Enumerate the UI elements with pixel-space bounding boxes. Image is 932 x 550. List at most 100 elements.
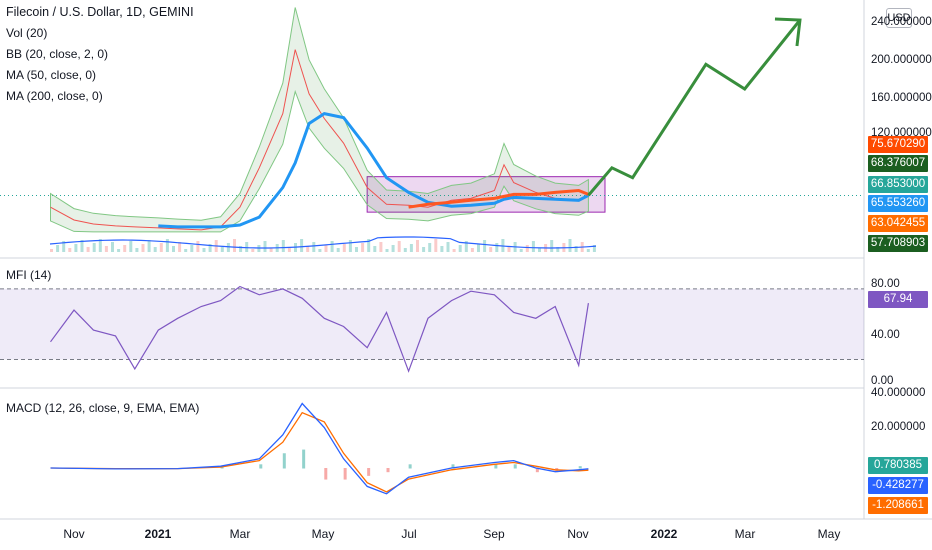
volume-bar (324, 245, 328, 252)
macd-histogram-bar (343, 468, 347, 480)
volume-bar (233, 239, 236, 252)
volume-bar (586, 249, 590, 252)
mfi-title[interactable]: MFI (14) (6, 268, 52, 282)
volume-bar (178, 242, 182, 252)
macd-histogram-bar (324, 468, 328, 480)
volume-bar (336, 248, 340, 252)
macd-line-tag: -0.428277 (868, 477, 928, 494)
volume-bar (92, 243, 96, 252)
volume-bar (123, 245, 127, 252)
price-tag-5: 63.042455 (868, 215, 928, 232)
volume-bar (568, 239, 572, 252)
main-legend: Filecoin / U.S. Dollar, 1D, GEMINI Vol (… (6, 2, 194, 107)
x-tick-nov-2021: Nov (567, 527, 589, 541)
volume-bar (263, 241, 267, 252)
symbol-title: Filecoin / U.S. Dollar, 1D, GEMINI (6, 5, 194, 19)
indicator-ma50[interactable]: MA (50, close, 0) (6, 68, 97, 82)
x-tick-mar-2022: Mar (734, 527, 756, 541)
volume-bar (556, 247, 560, 252)
price-series (50, 49, 589, 231)
projection-arrow (587, 19, 802, 197)
price-tag-1: 75.670290 (868, 136, 928, 153)
y-tick-160: 160.000000 (871, 92, 932, 104)
volume-bar (550, 240, 554, 252)
volume-bar (56, 245, 60, 252)
volume-bar (184, 249, 188, 252)
volume-bar (117, 249, 121, 252)
volume-bar (141, 244, 145, 252)
volume-bar (153, 247, 157, 252)
y-tick-200: 200.000000 (871, 54, 932, 66)
volume-bar (68, 248, 72, 252)
x-tick-2021: 2021 (144, 527, 172, 541)
x-tick-jul-2021: Jul (401, 527, 417, 541)
volume-bar (287, 247, 291, 252)
volume-bar (269, 248, 273, 252)
volume-bar (403, 248, 407, 252)
macd-signal-tag: -1.208661 (868, 497, 928, 514)
volume-bar (318, 249, 322, 252)
volume-bar (62, 241, 66, 252)
volume-bar (239, 246, 243, 252)
volume-bar (367, 239, 371, 252)
macd-title[interactable]: MACD (12, 26, close, 9, EMA, EMA) (6, 401, 200, 415)
volume-bar (281, 240, 285, 252)
x-tick-mar-2021: Mar (229, 527, 251, 541)
price-tag-2: 68.376007 (868, 155, 928, 172)
volume-bar (86, 247, 90, 252)
volume-bar (397, 241, 401, 252)
currency-button[interactable]: USD (886, 8, 912, 28)
macd-signal-line (50, 411, 589, 493)
volume-bar (135, 248, 139, 252)
volume-bar (452, 249, 456, 252)
indicator-bb[interactable]: BB (20, close, 2, 0) (6, 47, 109, 61)
volume-bar (422, 247, 426, 252)
volume-bar (104, 246, 108, 252)
x-tick-may-2021: May (311, 527, 335, 541)
volume-bar (129, 241, 133, 252)
volume-bar (416, 240, 419, 252)
x-tick-2022: 2022 (650, 527, 678, 541)
accumulation-zone (366, 176, 606, 213)
volume-bar (470, 248, 474, 252)
mfi-tick-0: 0.00 (871, 375, 894, 387)
macd-histogram-bar (578, 466, 582, 469)
volume-bar (464, 241, 468, 252)
macd-histogram-bar (367, 468, 371, 476)
mfi-line (50, 285, 589, 373)
volume-bar (159, 243, 163, 252)
volume-bar (440, 246, 444, 252)
y-tick-240: 240.000000 (871, 16, 932, 28)
volume-bar (196, 241, 200, 252)
indicator-ma200[interactable]: MA (200, close, 0) (6, 89, 103, 103)
volume-bar (538, 248, 541, 252)
volume-bar (379, 242, 383, 252)
volume-bar (477, 244, 480, 252)
volume-bar (50, 249, 53, 252)
macd-tick-20: 20.000000 (871, 421, 926, 433)
volume-bar (172, 246, 175, 252)
volume-bar (202, 248, 206, 252)
volume-bar (434, 239, 438, 252)
volume-bar (385, 249, 389, 252)
volume-bar (483, 240, 487, 252)
price-tag-6: 57.708903 (868, 235, 928, 252)
volume-bar (489, 247, 493, 252)
volume-bar (531, 241, 535, 252)
volume-bar (80, 240, 84, 252)
price-tag-3: 66.853000 (868, 176, 928, 193)
indicator-vol[interactable]: Vol (20) (6, 26, 48, 40)
x-tick-nov-2020: Nov (63, 527, 85, 541)
volume-bar (525, 245, 529, 252)
volume-bar (245, 242, 249, 252)
mfi-tick-80: 80.00 (871, 278, 900, 290)
macd-line (50, 402, 589, 495)
volume-bar (165, 239, 169, 252)
volume-bar (74, 244, 78, 252)
volume-bar (574, 246, 578, 252)
price-tag-4: 65.553260 (868, 195, 928, 212)
macd-histogram-bar (302, 449, 306, 469)
volume-bar (592, 245, 596, 252)
ma50-line (158, 112, 590, 229)
